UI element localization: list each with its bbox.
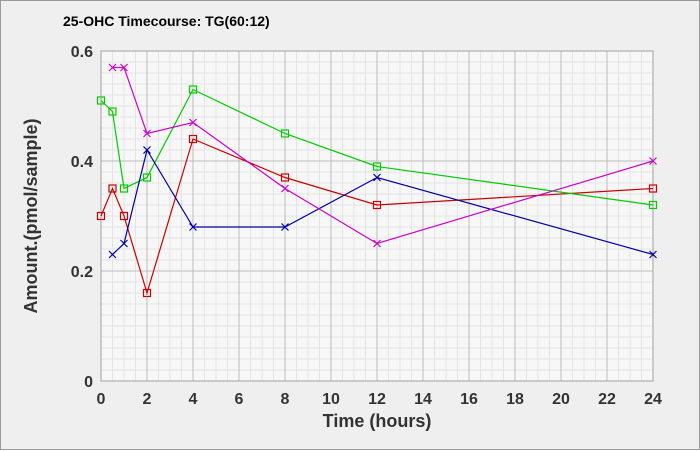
- x-tick-label: 10: [322, 391, 340, 408]
- data-point: [648, 184, 658, 193]
- chart-title: 25-OHC Timecourse: TG(60:12): [63, 13, 270, 29]
- data-point: [142, 288, 152, 298]
- series-1: [96, 134, 658, 298]
- x-tick-label: 14: [414, 391, 432, 408]
- data-point: [108, 63, 117, 72]
- x-tick-label: 12: [368, 391, 386, 408]
- series-2: [96, 85, 658, 210]
- x-tick-label: 16: [460, 391, 478, 408]
- data-point: [648, 200, 658, 210]
- x-tick-label: 8: [281, 391, 290, 408]
- x-tick-labels: 0 2 4 6 8 10 12 14 16 18 20 22 24: [97, 391, 662, 408]
- data-point: [119, 184, 129, 193]
- data-point: [373, 173, 381, 182]
- data-point: [108, 107, 117, 116]
- data-point: [280, 173, 290, 182]
- data-point: [142, 173, 152, 182]
- y-tick-label: 0: [84, 374, 93, 391]
- data-point: [108, 184, 117, 193]
- x-tick-label: 20: [552, 391, 570, 408]
- series-line: [100, 138, 654, 296]
- data-point: [96, 211, 106, 221]
- series-3: [108, 146, 657, 259]
- data-point: [143, 146, 151, 154]
- y-tick-label: 0.6: [71, 44, 93, 61]
- data-point: [189, 118, 197, 127]
- y-tick-label: 0.4: [71, 154, 93, 171]
- y-tick-label: 0.2: [71, 264, 93, 281]
- data-point: [119, 211, 129, 221]
- data-point: [280, 129, 290, 138]
- data-point: [372, 162, 382, 171]
- x-tick-label: 2: [143, 391, 152, 408]
- y-tick-labels: 0 0.2 0.4 0.6: [71, 44, 93, 391]
- x-tick-label: 22: [598, 391, 616, 408]
- data-point: [649, 157, 657, 165]
- data-point: [120, 63, 128, 72]
- data-point: [372, 200, 382, 210]
- data-point: [188, 85, 198, 94]
- data-point: [108, 250, 117, 259]
- x-tick-label: 0: [97, 391, 106, 408]
- data-point: [281, 223, 289, 231]
- x-tick-label: 18: [506, 391, 524, 408]
- data-point: [188, 134, 198, 144]
- data-point: [96, 96, 106, 105]
- x-axis-label: Time (hours): [323, 411, 432, 431]
- series-line: [100, 88, 654, 206]
- data-point: [281, 184, 289, 193]
- y-axis-label: Amount.(pmol/sample): [21, 118, 41, 313]
- x-tick-label: 24: [644, 391, 662, 408]
- data-point: [649, 250, 657, 259]
- x-tick-label: 4: [189, 391, 198, 408]
- data-point: [143, 129, 151, 138]
- series-4: [108, 63, 657, 248]
- data-point: [373, 239, 381, 248]
- data-point: [120, 239, 128, 248]
- series-layer: [96, 63, 658, 298]
- data-point: [189, 223, 197, 231]
- x-tick-label: 6: [235, 391, 244, 408]
